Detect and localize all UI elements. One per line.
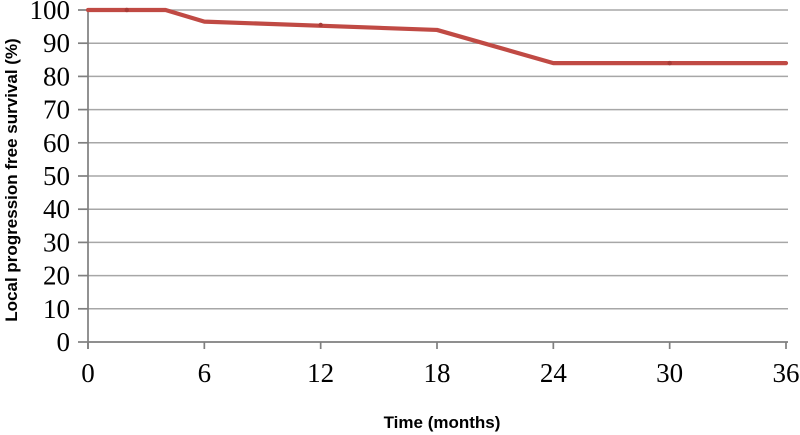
x-tick-label: 6 (198, 358, 212, 388)
x-tick-label: 0 (81, 358, 95, 388)
y-tick-label: 80 (43, 61, 70, 91)
survival-curve-line (85, 7, 789, 66)
y-tick-label: 0 (57, 327, 71, 357)
y-tick-label: 40 (43, 194, 70, 224)
y-tick-label: 60 (43, 128, 70, 158)
y-tick-label: 30 (43, 227, 70, 257)
censor-marker-dot (318, 22, 323, 28)
y-tick-label: 10 (43, 294, 70, 324)
x-tick-label: 36 (773, 358, 800, 388)
y-tick-label: 90 (43, 28, 70, 58)
censor-marker-dot (667, 60, 672, 66)
x-tick-label: 24 (540, 358, 568, 388)
x-axis-title: Time (months) (384, 413, 501, 432)
y-tick-label: 50 (43, 161, 70, 191)
y-tick-label: 100 (30, 0, 71, 25)
x-tick-label: 18 (424, 358, 451, 388)
x-tick-label: 30 (656, 358, 683, 388)
censor-marker-dot (124, 7, 129, 13)
gridlines (88, 9, 788, 310)
y-tick-label: 20 (43, 261, 70, 291)
x-tick-label: 12 (307, 358, 334, 388)
survival-curve-series (85, 7, 789, 66)
y-tick-label: 70 (43, 95, 70, 125)
y-axis-title: Local progression free survival (%) (2, 38, 21, 321)
axes (78, 9, 788, 349)
